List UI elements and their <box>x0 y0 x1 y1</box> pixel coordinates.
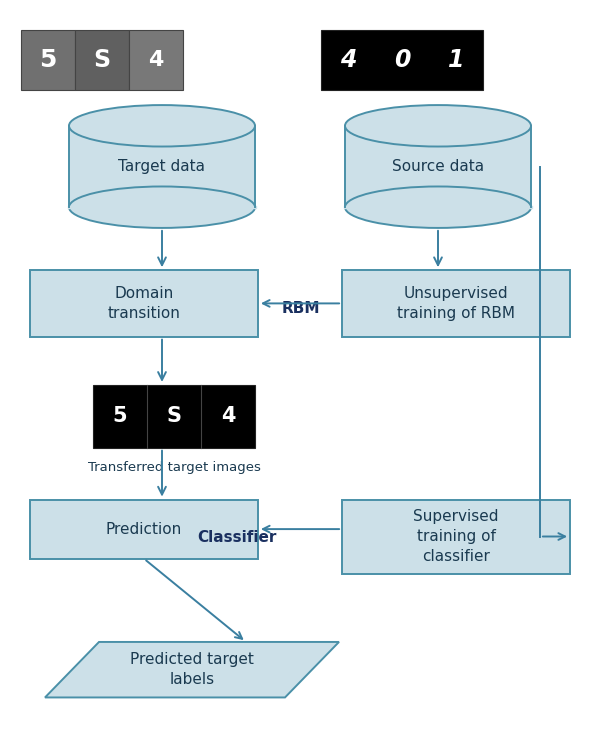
Bar <box>129 30 183 90</box>
Text: 4: 4 <box>221 406 235 426</box>
Text: 1: 1 <box>448 48 464 72</box>
Text: Source data: Source data <box>392 159 484 174</box>
Bar <box>30 270 258 337</box>
Ellipse shape <box>345 105 531 147</box>
Text: Transferred target images: Transferred target images <box>88 461 260 474</box>
Ellipse shape <box>345 186 531 228</box>
Text: 5: 5 <box>40 48 56 72</box>
Text: Predicted target
labels: Predicted target labels <box>130 652 254 687</box>
Text: 5: 5 <box>113 406 127 426</box>
Text: Prediction: Prediction <box>106 522 182 536</box>
Bar <box>345 126 531 207</box>
Text: RBM: RBM <box>282 301 320 316</box>
Text: Supervised
training of
classifier: Supervised training of classifier <box>413 509 499 564</box>
Text: 0: 0 <box>394 48 410 72</box>
Text: Classifier: Classifier <box>197 531 277 545</box>
Bar <box>30 500 258 559</box>
Text: S: S <box>94 48 110 72</box>
Bar <box>21 30 75 90</box>
Ellipse shape <box>69 186 255 228</box>
Polygon shape <box>45 642 339 697</box>
Bar <box>93 385 255 448</box>
Text: 4: 4 <box>148 50 164 70</box>
Text: Target data: Target data <box>119 159 205 174</box>
Bar <box>69 126 255 207</box>
Bar <box>75 30 129 90</box>
Text: Unsupervised
training of RBM: Unsupervised training of RBM <box>397 286 515 321</box>
Text: S: S <box>167 406 182 426</box>
Bar <box>342 270 570 337</box>
Ellipse shape <box>69 105 255 147</box>
Bar <box>321 30 483 90</box>
Text: Domain
transition: Domain transition <box>107 286 181 321</box>
Text: 4: 4 <box>340 48 356 72</box>
Bar <box>342 500 570 574</box>
